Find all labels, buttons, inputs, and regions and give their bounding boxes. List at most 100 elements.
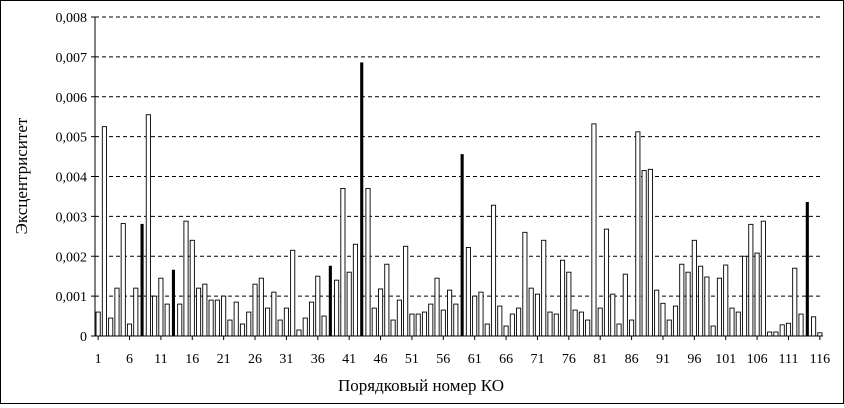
bar-ko-4 bbox=[114, 287, 120, 337]
bar-ko-76 bbox=[566, 271, 572, 337]
bar-ko-2 bbox=[101, 126, 107, 337]
y-axis-title: Эксцентриситет bbox=[12, 117, 31, 234]
bar-ko-19 bbox=[208, 299, 214, 337]
bar-ko-87 bbox=[635, 131, 641, 337]
bar-ko-100 bbox=[716, 277, 722, 337]
bar-ko-55 bbox=[434, 277, 440, 337]
bar-ko-38 bbox=[328, 265, 332, 337]
bar-ko-39 bbox=[334, 279, 340, 337]
bar-ko-102 bbox=[729, 307, 735, 337]
bar-ko-83 bbox=[610, 293, 616, 337]
bar-ko-34 bbox=[302, 317, 308, 337]
bar-ko-7 bbox=[133, 287, 139, 337]
y-tick-label: 0,004 bbox=[56, 171, 88, 186]
x-axis-title: Порядковый номер КО bbox=[338, 376, 504, 395]
y-tick-label: 0,002 bbox=[56, 250, 88, 265]
bar-ko-44 bbox=[365, 188, 371, 337]
x-tick-label: 1 bbox=[95, 352, 102, 367]
bar-ko-45 bbox=[371, 307, 377, 337]
bar-ko-68 bbox=[516, 307, 522, 337]
bar-ko-15 bbox=[183, 220, 189, 337]
x-tick-label: 16 bbox=[185, 352, 199, 367]
bar-ko-10 bbox=[152, 295, 158, 337]
bar-ko-42 bbox=[352, 243, 358, 337]
y-tick-label: 0,007 bbox=[56, 51, 88, 66]
bar-ko-78 bbox=[578, 311, 584, 337]
x-tick-label: 71 bbox=[530, 352, 544, 367]
x-tick-label: 101 bbox=[715, 352, 736, 367]
x-tick-label: 86 bbox=[625, 352, 639, 367]
bar-ko-5 bbox=[120, 223, 126, 337]
bar-ko-75 bbox=[560, 259, 566, 337]
y-tick-label: 0,006 bbox=[56, 91, 88, 106]
bar-ko-59 bbox=[460, 154, 464, 337]
bar-ko-16 bbox=[189, 239, 195, 337]
bar-ko-57 bbox=[447, 289, 453, 337]
bar-ko-43 bbox=[360, 62, 364, 337]
bar-ko-84 bbox=[616, 323, 622, 337]
bar-ko-113 bbox=[798, 313, 804, 337]
bar-ko-64 bbox=[490, 204, 497, 337]
bar-ko-108 bbox=[767, 331, 773, 337]
bar-ko-23 bbox=[233, 301, 239, 337]
bar-ko-50 bbox=[403, 245, 409, 337]
bar-ko-56 bbox=[440, 309, 446, 337]
bar-ko-115 bbox=[811, 316, 817, 337]
bar-ko-33 bbox=[296, 329, 302, 337]
bar-ko-77 bbox=[572, 309, 578, 337]
x-tick-label: 11 bbox=[154, 352, 167, 367]
bar-ko-101 bbox=[723, 264, 729, 337]
bar-ko-30 bbox=[277, 319, 283, 337]
bar-ko-51 bbox=[409, 313, 415, 337]
x-tick-label: 6 bbox=[126, 352, 133, 367]
bar-ko-37 bbox=[321, 315, 327, 337]
bar-ko-3 bbox=[108, 317, 114, 337]
x-tick-label: 91 bbox=[656, 352, 670, 367]
bar-ko-63 bbox=[484, 323, 490, 337]
y-tick-label: 0,005 bbox=[56, 131, 88, 146]
bar-ko-1 bbox=[95, 311, 101, 337]
x-tick-label: 106 bbox=[747, 352, 768, 367]
bar-ko-31 bbox=[283, 307, 289, 337]
bar-ko-65 bbox=[497, 305, 503, 337]
bar-ko-73 bbox=[547, 311, 553, 337]
bar-ko-106 bbox=[754, 252, 760, 337]
bar-ko-70 bbox=[528, 287, 534, 337]
bar-ko-41 bbox=[346, 271, 352, 337]
bar-ko-111 bbox=[785, 322, 792, 337]
bar-ko-27 bbox=[258, 277, 264, 337]
y-tick-label: 0,008 bbox=[56, 11, 88, 26]
x-tick-label: 61 bbox=[468, 352, 482, 367]
x-tick-label: 81 bbox=[593, 352, 607, 367]
bar-ko-21 bbox=[221, 295, 227, 337]
bar-ko-93 bbox=[672, 305, 679, 337]
bar-ko-17 bbox=[196, 287, 202, 337]
bar-ko-66 bbox=[503, 325, 509, 337]
bars-group bbox=[95, 62, 823, 337]
bar-ko-69 bbox=[522, 231, 528, 337]
x-tick-label: 41 bbox=[342, 352, 356, 367]
bar-ko-79 bbox=[585, 319, 591, 337]
bar-ko-81 bbox=[597, 307, 603, 337]
bar-ko-92 bbox=[666, 319, 672, 337]
bar-ko-60 bbox=[465, 247, 471, 337]
bar-ko-103 bbox=[735, 311, 741, 337]
bar-ko-28 bbox=[265, 307, 271, 337]
x-tick-label: 116 bbox=[810, 352, 830, 367]
bar-ko-80 bbox=[591, 123, 597, 337]
y-tick-label: 0,001 bbox=[56, 290, 88, 305]
bar-ko-104 bbox=[742, 255, 748, 337]
bar-ko-20 bbox=[214, 299, 220, 337]
bar-ko-52 bbox=[415, 313, 421, 337]
bar-ko-36 bbox=[315, 275, 321, 337]
bar-ko-114 bbox=[805, 201, 809, 337]
bar-ko-112 bbox=[792, 267, 798, 337]
x-tick-label: 21 bbox=[217, 352, 231, 367]
bar-ko-90 bbox=[654, 289, 660, 337]
bar-ko-62 bbox=[478, 291, 484, 337]
bar-ko-47 bbox=[384, 263, 390, 337]
bar-ko-67 bbox=[509, 313, 515, 337]
x-tick-label: 51 bbox=[405, 352, 419, 367]
bar-ko-9 bbox=[145, 114, 151, 337]
